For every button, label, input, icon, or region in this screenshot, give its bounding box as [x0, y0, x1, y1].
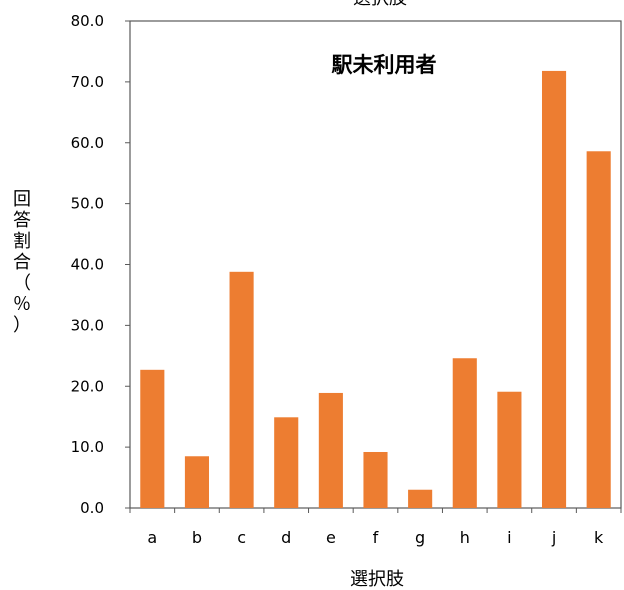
bars: [140, 70, 611, 508]
y-axis-ticks: 0.0 10.0 20.0 30.0 40.0 50.0 60.0 70.0 80.0: [71, 12, 130, 517]
y-axis-label: 回答割合（％）: [13, 189, 31, 336]
x-tick-label-a: a: [147, 528, 157, 547]
bar-b: [184, 456, 210, 508]
x-tick-label-c: c: [237, 528, 246, 547]
y-tick-label: 80.0: [71, 12, 104, 30]
plot-area: [129, 20, 622, 509]
x-tick-label-b: b: [192, 528, 202, 547]
x-tick-label-g: g: [415, 528, 425, 547]
top-axis-label: 選択肢: [353, 0, 407, 9]
bar-i: [497, 391, 522, 508]
bar-c: [229, 271, 254, 508]
bar-a: [140, 369, 165, 508]
y-tick-label: 70.0: [71, 73, 104, 91]
x-tick-label-i: i: [507, 528, 511, 547]
bar-j: [541, 70, 567, 508]
x-tick-label-h: h: [460, 528, 470, 547]
y-tick-label: 20.0: [71, 377, 104, 395]
y-tick-label: 50.0: [71, 195, 104, 213]
y-tick-label: 30.0: [71, 316, 104, 334]
y-tick-label: 0.0: [80, 499, 104, 517]
x-tick-label-f: f: [373, 528, 379, 547]
bar-f: [363, 451, 388, 508]
bar-h: [452, 358, 477, 508]
y-tick-label: 60.0: [71, 134, 104, 152]
x-tick-label-k: k: [594, 528, 604, 547]
x-axis-label: 選択肢: [350, 569, 404, 590]
bar-g: [408, 489, 433, 508]
x-tick-label-j: j: [551, 528, 556, 547]
bar-e: [318, 392, 343, 508]
x-tick-label-d: d: [281, 528, 291, 547]
bar-k: [586, 151, 611, 508]
y-tick-label: 10.0: [71, 438, 104, 456]
bar-d: [274, 417, 299, 508]
chart-title: 駅未利用者: [332, 53, 437, 77]
y-tick-label: 40.0: [71, 256, 104, 274]
x-axis-ticks: a b c d e f g h i j k: [129, 508, 622, 547]
x-tick-label-e: e: [326, 528, 336, 547]
